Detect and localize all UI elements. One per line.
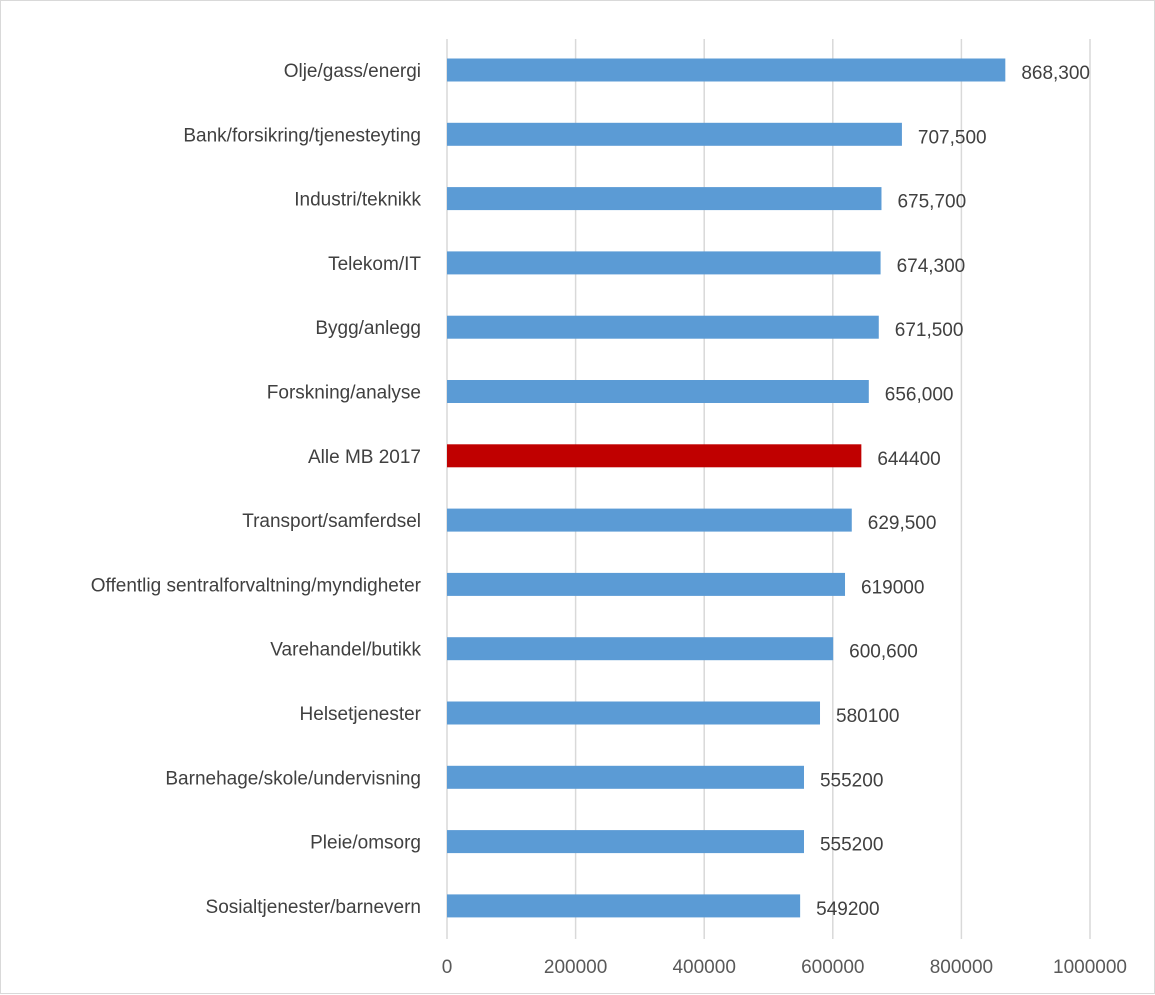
bar <box>447 444 862 468</box>
category-label: Barnehage/skole/undervisning <box>165 768 421 789</box>
x-tick-label: 400000 <box>672 957 735 978</box>
data-label: 555200 <box>820 770 883 791</box>
category-label: Alle MB 2017 <box>308 447 421 468</box>
data-label: 675,700 <box>897 192 966 213</box>
gridlines <box>446 39 1091 939</box>
x-tick-label: 0 <box>442 957 453 978</box>
x-tick-label: 800000 <box>930 957 993 978</box>
data-label: 619000 <box>861 577 924 598</box>
data-label: 600,600 <box>849 642 918 663</box>
bar <box>447 187 882 211</box>
category-label: Varehandel/butikk <box>270 640 421 661</box>
data-label: 671,500 <box>895 320 964 341</box>
bar <box>447 58 1006 82</box>
data-label: 549200 <box>816 899 879 920</box>
category-label: Olje/gass/energi <box>284 61 421 82</box>
category-label: Forskning/analyse <box>267 383 421 404</box>
bar <box>447 380 869 403</box>
category-label: Telekom/IT <box>328 254 421 275</box>
data-label: 674,300 <box>897 256 966 277</box>
x-tick-label: 1000000 <box>1053 957 1127 978</box>
category-label: Bygg/anlegg <box>315 318 421 339</box>
category-label: Bank/forsikring/tjenesteyting <box>183 125 421 146</box>
x-tick-label: 200000 <box>544 957 607 978</box>
bar <box>447 830 804 854</box>
bar <box>447 572 846 596</box>
category-label: Offentlig sentralforvaltning/myndigheter <box>91 575 422 596</box>
category-label: Pleie/omsorg <box>310 833 421 854</box>
data-label: 868,300 <box>1021 63 1090 84</box>
bar <box>447 251 881 275</box>
category-label: Sosialtjenester/barnevern <box>206 897 421 918</box>
bar <box>447 765 804 789</box>
bar <box>447 894 801 918</box>
data-label: 707,500 <box>918 127 987 148</box>
x-tick-label: 600000 <box>801 957 864 978</box>
bar <box>447 122 902 146</box>
data-label: 629,500 <box>868 513 937 534</box>
data-label: 644400 <box>877 449 940 470</box>
category-label: Transport/samferdsel <box>242 511 421 532</box>
data-label: 656,000 <box>885 385 954 406</box>
data-label: 555200 <box>820 835 883 856</box>
bars <box>447 58 1006 918</box>
bar <box>447 315 879 339</box>
category-label: Helsetjenester <box>300 704 422 725</box>
data-labels: 868,300 707,500 675,700 674,300 671,500 656,0… <box>816 63 1090 920</box>
data-label: 580100 <box>836 706 899 727</box>
bar <box>447 508 852 532</box>
category-labels: Olje/gass/energi Bank/forsikring/tjeneste… <box>91 61 422 918</box>
x-axis-tick-labels: 0 200000 400000 600000 800000 1000000 <box>442 957 1127 978</box>
bar <box>447 701 821 725</box>
bar <box>447 637 834 661</box>
category-label: Industri/teknikk <box>294 190 421 211</box>
